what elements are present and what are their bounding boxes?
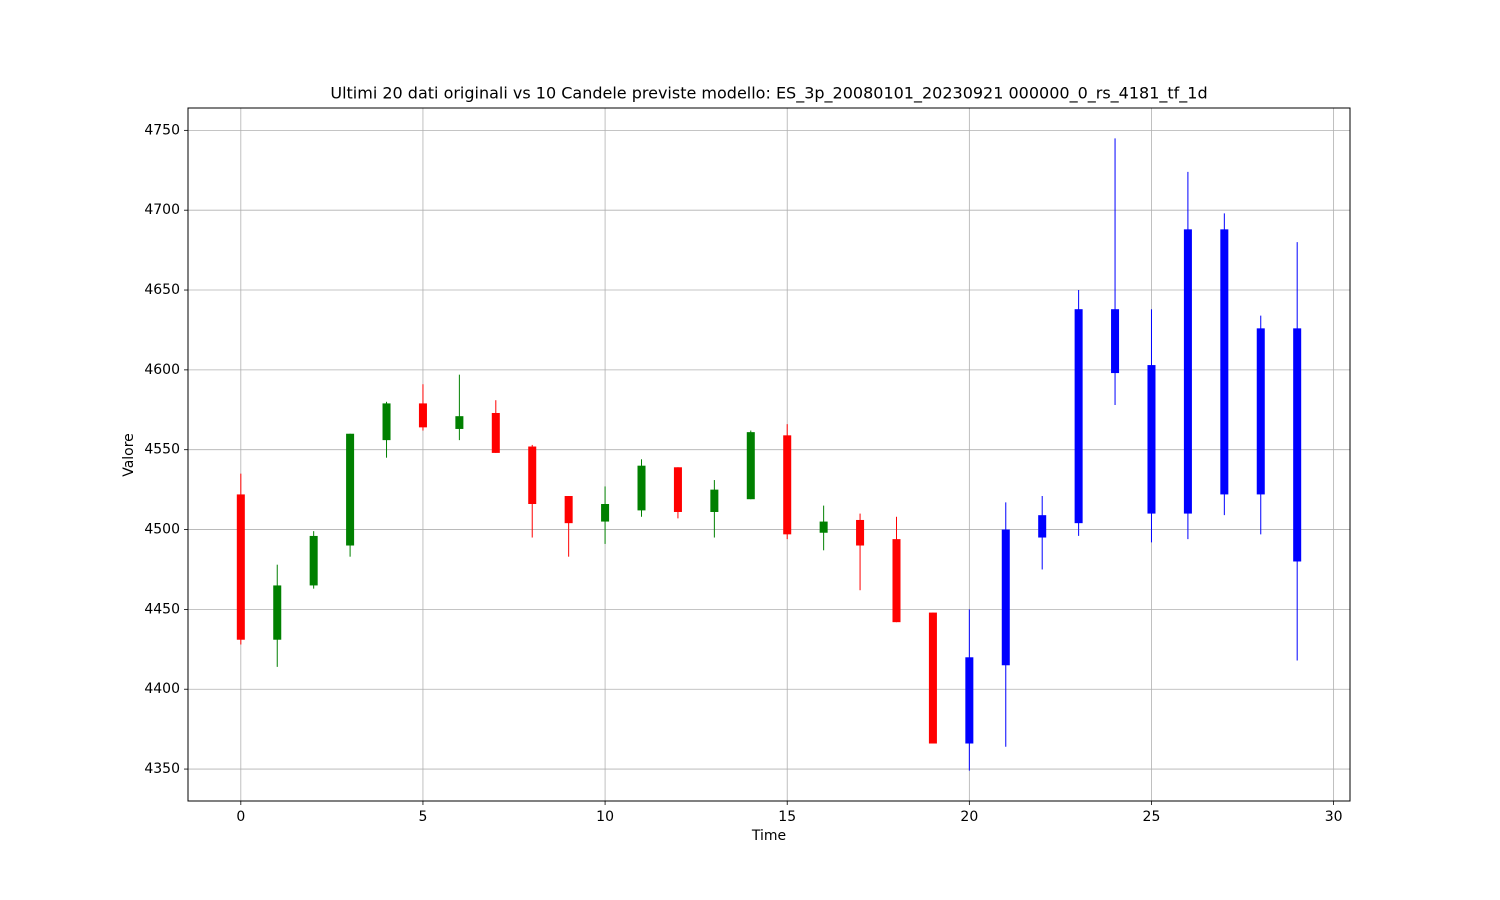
candle-body: [1111, 309, 1120, 374]
candle-body: [418, 403, 427, 428]
candle-body: [455, 416, 464, 429]
y-tick-label: 4550: [144, 442, 180, 458]
candle-body: [1183, 229, 1192, 514]
candle-body: [1147, 365, 1156, 514]
y-tick-label: 4400: [144, 681, 180, 697]
y-tick-label: 4350: [144, 761, 180, 777]
candle-body: [601, 504, 610, 522]
candle-body: [856, 519, 865, 546]
y-tick-label: 4650: [144, 282, 180, 298]
candle-body: [273, 585, 282, 640]
candle-body: [236, 494, 245, 640]
candle-body: [637, 465, 646, 511]
candle-body: [928, 612, 937, 744]
x-tick-label: 20: [960, 809, 978, 825]
candle-body: [1220, 229, 1229, 495]
candle-body: [564, 496, 573, 524]
candle-body: [1074, 309, 1083, 524]
x-axis-label: Time: [751, 828, 786, 844]
candle-body: [892, 539, 901, 623]
x-tick-label: 15: [778, 809, 796, 825]
candle-body: [673, 467, 682, 512]
candle-body: [965, 657, 974, 744]
chart-title: Ultimi 20 dati originali vs 10 Candele p…: [330, 84, 1207, 104]
candle-body: [346, 433, 355, 546]
candle-body: [783, 435, 792, 535]
candle-body: [710, 489, 719, 512]
x-tick-label: 30: [1325, 809, 1343, 825]
candle-body: [1256, 328, 1265, 495]
candle-body: [382, 403, 391, 441]
candle-body: [528, 446, 537, 504]
y-tick-label: 4450: [144, 601, 180, 617]
candle-body: [819, 521, 828, 533]
candle-body: [746, 432, 755, 500]
x-tick-label: 0: [236, 809, 245, 825]
candle-body: [1293, 328, 1302, 562]
y-tick-label: 4750: [144, 122, 180, 138]
y-tick-label: 4500: [144, 522, 180, 538]
x-tick-label: 25: [1143, 809, 1161, 825]
x-tick-label: 10: [596, 809, 614, 825]
y-tick-label: 4600: [144, 362, 180, 378]
plot-frame: [187, 107, 1351, 802]
candle-body: [1001, 529, 1010, 666]
x-tick-label: 5: [418, 809, 427, 825]
candle-body: [309, 535, 318, 586]
y-axis-label: Valore: [121, 433, 137, 477]
y-tick-label: 4700: [144, 202, 180, 218]
candle-body: [491, 412, 500, 453]
candle-body: [1038, 515, 1047, 538]
